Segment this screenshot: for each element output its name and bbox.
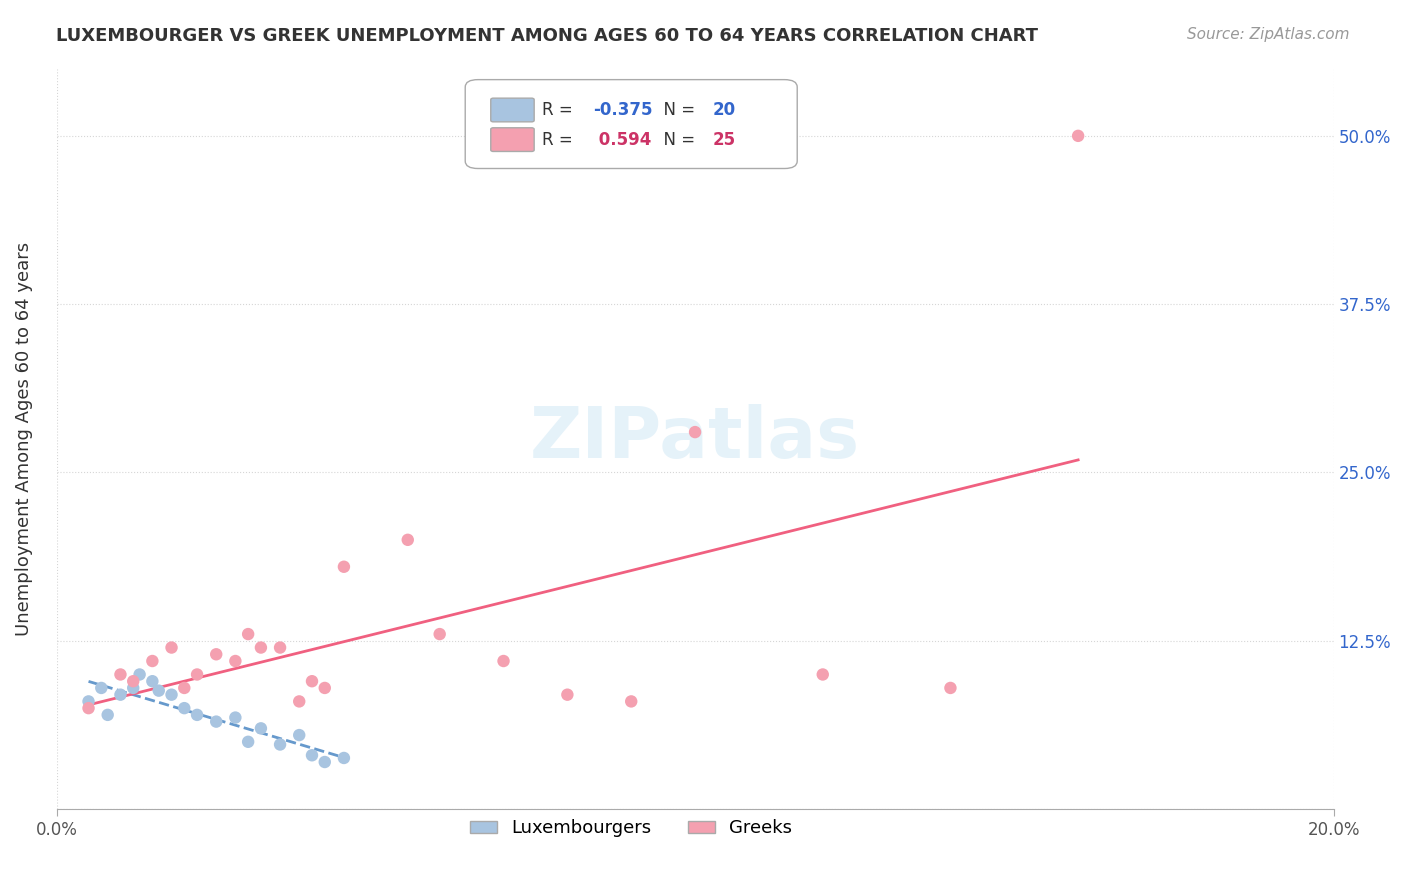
Point <box>205 647 228 661</box>
Point <box>288 728 311 742</box>
Point <box>173 701 195 715</box>
Point <box>939 681 962 695</box>
Point <box>811 667 834 681</box>
Point <box>236 735 259 749</box>
Point <box>110 667 132 681</box>
Point <box>269 738 291 752</box>
Text: Source: ZipAtlas.com: Source: ZipAtlas.com <box>1187 27 1350 42</box>
Text: LUXEMBOURGER VS GREEK UNEMPLOYMENT AMONG AGES 60 TO 64 YEARS CORRELATION CHART: LUXEMBOURGER VS GREEK UNEMPLOYMENT AMONG… <box>56 27 1038 45</box>
FancyBboxPatch shape <box>491 128 534 152</box>
Point <box>314 755 336 769</box>
Point <box>122 681 145 695</box>
FancyBboxPatch shape <box>491 98 534 122</box>
Text: 20: 20 <box>713 101 737 119</box>
Point <box>333 751 356 765</box>
Point <box>173 681 195 695</box>
Text: 0.594: 0.594 <box>593 130 651 149</box>
Point <box>205 714 228 729</box>
Point <box>90 681 112 695</box>
Point <box>77 701 100 715</box>
Point <box>396 533 419 547</box>
Point <box>288 694 311 708</box>
Text: R =: R = <box>541 101 578 119</box>
FancyBboxPatch shape <box>465 79 797 169</box>
Point <box>122 674 145 689</box>
Point <box>333 559 356 574</box>
Point <box>97 707 120 722</box>
Point <box>492 654 515 668</box>
Point <box>269 640 291 655</box>
Point <box>186 707 208 722</box>
Point <box>250 640 273 655</box>
Point <box>620 694 643 708</box>
Point <box>250 722 273 736</box>
Point <box>160 640 183 655</box>
Point <box>429 627 451 641</box>
Point <box>236 627 259 641</box>
Text: R =: R = <box>541 130 578 149</box>
Point <box>557 688 579 702</box>
Point <box>224 654 246 668</box>
Text: N =: N = <box>652 101 700 119</box>
Point <box>301 748 323 763</box>
Text: N =: N = <box>652 130 700 149</box>
Point <box>141 674 163 689</box>
Legend: Luxembourgers, Greeks: Luxembourgers, Greeks <box>463 812 800 845</box>
Point <box>141 654 163 668</box>
Point <box>160 688 183 702</box>
Point <box>148 683 170 698</box>
Point <box>1067 128 1090 143</box>
Point <box>110 688 132 702</box>
Y-axis label: Unemployment Among Ages 60 to 64 years: Unemployment Among Ages 60 to 64 years <box>15 242 32 636</box>
Point <box>186 667 208 681</box>
Point <box>128 667 150 681</box>
Text: ZIPatlas: ZIPatlas <box>530 404 860 474</box>
Point <box>314 681 336 695</box>
Text: -0.375: -0.375 <box>593 101 652 119</box>
Point <box>77 694 100 708</box>
Point <box>224 710 246 724</box>
Text: 25: 25 <box>713 130 737 149</box>
Point <box>301 674 323 689</box>
Point <box>683 425 706 439</box>
